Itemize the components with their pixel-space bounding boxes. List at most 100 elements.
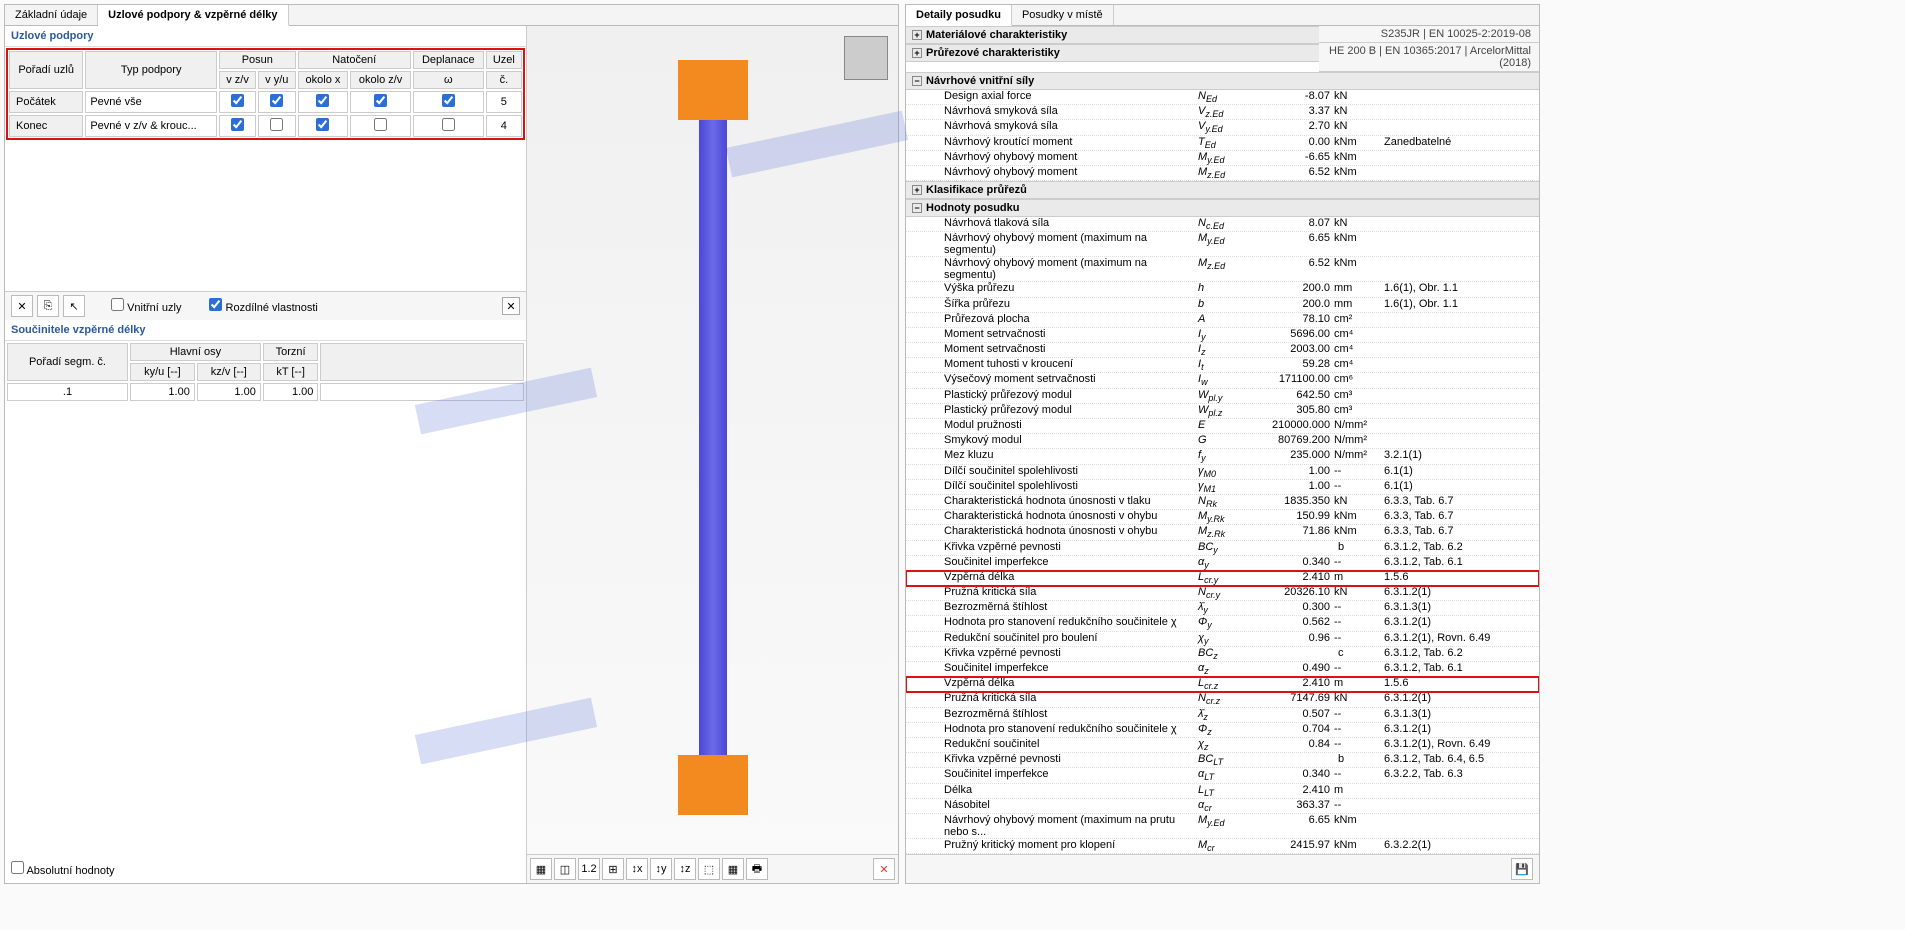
result-row: Návrhový ohybový moment My.Ed -6.65kNm	[906, 151, 1539, 166]
result-row: Modul pružnosti E 210000.000N/mm²	[906, 419, 1539, 434]
result-row: Hodnota pro stanovení redukčního součini…	[906, 723, 1539, 738]
btn-export[interactable]: 💾	[1511, 858, 1533, 880]
vt-print[interactable]: 🖶	[746, 858, 768, 880]
result-row: Návrhová smyková síla Vz.Ed 3.37kN	[906, 105, 1539, 120]
left-panel: Základní údaje Uzlové podpory & vzpěrné …	[4, 4, 899, 884]
col-deplanace: Deplanace	[413, 51, 484, 69]
vt-3[interactable]: 1.2	[578, 858, 600, 880]
result-row: Vzpěrná délka Lcr.z 2.410m 1.5.6	[906, 677, 1539, 692]
support-top	[678, 60, 748, 120]
left-tabs: Základní údaje Uzlové podpory & vzpěrné …	[5, 5, 898, 26]
vt-6[interactable]: ↕y	[650, 858, 672, 880]
result-row: Křivka vzpěrné pevnosti BCLT b 6.3.1.2, …	[906, 753, 1539, 768]
supports-toolbar: ✕ ⎘ ↖ Vnitřní uzly Rozdílné vlastnosti ✕	[5, 291, 526, 320]
support-row[interactable]: KonecPevné v z/v & krouc... 4	[9, 115, 522, 137]
col-order: Pořadí uzlů	[9, 51, 83, 89]
col-posun: Posun	[219, 51, 296, 69]
tab-details[interactable]: Detaily posudku	[906, 5, 1012, 26]
result-row: Návrhová tlaková síla Nc.Ed 8.07kN	[906, 217, 1539, 232]
chk-inner[interactable]: Vnitřní uzly	[111, 298, 181, 314]
vt-5[interactable]: ↕x	[626, 858, 648, 880]
result-row: Délka LLT 2.410m	[906, 784, 1539, 799]
result-row: Bezrozměrná štíhlost λ̄y 0.300-- 6.3.1.3…	[906, 601, 1539, 616]
result-row: Návrhový ohybový moment (maximum na prut…	[906, 814, 1539, 839]
result-row: Moment setrvačnosti Iz 2003.00cm⁴	[906, 343, 1539, 358]
right-panel: Detaily posudku Posudky v místě +Materiá…	[905, 4, 1540, 884]
tab-place[interactable]: Posudky v místě	[1012, 5, 1114, 25]
result-row: Návrhový ohybový moment (maximum na segm…	[906, 257, 1539, 282]
vt-2[interactable]: ◫	[554, 858, 576, 880]
nav-cube[interactable]	[844, 36, 888, 80]
result-row: Redukční součinitel χz 0.84-- 6.3.1.2(1)…	[906, 738, 1539, 753]
result-row: Moment tuhosti v kroucení It 59.28cm⁴	[906, 358, 1539, 373]
result-row: Charakteristická hodnota únosnosti v ohy…	[906, 510, 1539, 525]
tab-basic[interactable]: Základní údaje	[5, 5, 98, 25]
result-row: Výška průřezu h 200.0mm 1.6(1), Obr. 1.1	[906, 282, 1539, 297]
result-row: Návrhová smyková síla Vy.Ed 2.70kN	[906, 120, 1539, 135]
sec-class[interactable]: +Klasifikace průřezů	[906, 181, 1539, 199]
right-tabs: Detaily posudku Posudky v místě	[906, 5, 1539, 26]
factors-table: Pořadí segm. č. Hlavní osy Torzní ky/u […	[5, 341, 526, 403]
result-row: Dílčí součinitel spolehlivosti γM1 1.00-…	[906, 480, 1539, 495]
btn-copy[interactable]: ⎘	[37, 295, 59, 317]
result-row: Součinitel imperfekce αz 0.490-- 6.3.1.2…	[906, 662, 1539, 677]
result-row: Plastický průřezový modul Wpl.y 642.50cm…	[906, 389, 1539, 404]
result-row: Design axial force NEd -8.07kN	[906, 90, 1539, 105]
result-row: Charakteristická hodnota únosnosti v tla…	[906, 495, 1539, 510]
result-row: Šířka průřezu b 200.0mm 1.6(1), Obr. 1.1	[906, 298, 1539, 313]
result-row: Pružný kritický moment pro klopení Mcr 2…	[906, 839, 1539, 854]
result-row: Charakteristická hodnota únosnosti v ohy…	[906, 525, 1539, 540]
result-row: Bezrozměrná štíhlost λ̄z 0.507-- 6.3.1.3…	[906, 708, 1539, 723]
sec-material[interactable]: +Materiálové charakteristiky	[906, 26, 1319, 44]
result-row: Výsečový moment setrvačnosti Iw 171100.0…	[906, 373, 1539, 388]
vt-1[interactable]: ▦	[530, 858, 552, 880]
result-row: Průřezová plocha A 78.10cm²	[906, 313, 1539, 328]
results-tree[interactable]: +Materiálové charakteristiky +Průřezové …	[906, 26, 1539, 854]
sec-section[interactable]: +Průřezové charakteristiky	[906, 44, 1319, 62]
viewport-toolbar: ▦ ◫ 1.2 ⊞ ↕x ↕y ↕z ⬚ ▦ 🖶 ✕	[527, 854, 898, 883]
chk-abs[interactable]: Absolutní hodnoty	[11, 861, 115, 877]
result-row: Křivka vzpěrné pevnosti BCy b 6.3.1.2, T…	[906, 541, 1539, 556]
support-bottom	[678, 755, 748, 815]
supports-title: Uzlové podpory	[5, 26, 526, 47]
result-row: Součinitel imperfekce αy 0.340-- 6.3.1.2…	[906, 556, 1539, 571]
result-row: Hodnota pro stanovení redukčního součini…	[906, 616, 1539, 631]
tab-supports[interactable]: Uzlové podpory & vzpěrné délky	[98, 5, 288, 26]
col-natoceni: Natočení	[298, 51, 411, 69]
result-row: Součinitel imperfekce αLT 0.340-- 6.3.2.…	[906, 768, 1539, 783]
factors-title: Součinitele vzpěrné délky	[5, 320, 526, 341]
vt-9[interactable]: ▦	[722, 858, 744, 880]
close-icon[interactable]: ✕	[502, 297, 520, 315]
result-row: Násobitel αcr 363.37--	[906, 799, 1539, 814]
hdr-sec-right: HE 200 B | EN 10365:2017 | ArcelorMittal…	[1319, 43, 1539, 72]
result-row: Návrhový ohybový moment (maximum na segm…	[906, 232, 1539, 257]
result-row: Vzpěrná délka Lcr.y 2.410m 1.5.6	[906, 571, 1539, 586]
supports-table: Pořadí uzlů Typ podpory Posun Natočení D…	[7, 49, 524, 139]
result-row: Redukční součinitel pro boulení χy 0.96-…	[906, 632, 1539, 647]
vt-7[interactable]: ↕z	[674, 858, 696, 880]
vt-close[interactable]: ✕	[873, 858, 895, 880]
result-row: Plastický průřezový modul Wpl.z 305.80cm…	[906, 404, 1539, 419]
result-row: Návrhový ohybový moment Mz.Ed 6.52kNm	[906, 166, 1539, 181]
result-row: Smykový modul G 80769.200N/mm²	[906, 434, 1539, 449]
col-uzel: Uzel	[486, 51, 522, 69]
support-row[interactable]: PočátekPevné vše 5	[9, 91, 522, 113]
result-row: Pružná kritická síla Ncr.y 20326.10kN 6.…	[906, 586, 1539, 601]
hdr-mat-right: S235JR | EN 10025-2:2019-08	[1319, 26, 1539, 43]
beam	[699, 77, 727, 763]
viewport-3d[interactable]: X Y Z ▦ ◫ 1.2 ⊞ ↕x ↕y ↕z ⬚ ▦ 🖶 ✕	[527, 26, 898, 883]
col-type: Typ podpory	[85, 51, 217, 89]
result-row: Křivka vzpěrné pevnosti BCz c 6.3.1.2, T…	[906, 647, 1539, 662]
sec-values[interactable]: −Hodnoty posudku	[906, 199, 1539, 217]
result-row: Pružná kritická síla Ncr.z 7147.69kN 6.3…	[906, 692, 1539, 707]
vt-4[interactable]: ⊞	[602, 858, 624, 880]
vt-8[interactable]: ⬚	[698, 858, 720, 880]
btn-pick[interactable]: ↖	[63, 295, 85, 317]
result-row: Moment setrvačnosti Iy 5696.00cm⁴	[906, 328, 1539, 343]
chk-diff[interactable]: Rozdílné vlastnosti	[209, 298, 317, 314]
sec-forces[interactable]: −Návrhové vnitřní síly	[906, 72, 1539, 90]
btn-del[interactable]: ✕	[11, 295, 33, 317]
result-row: Návrhový kroutící moment TEd 0.00kNm Zan…	[906, 136, 1539, 151]
result-row: Dílčí součinitel spolehlivosti γM0 1.00-…	[906, 465, 1539, 480]
result-row: Mez kluzu fy 235.000N/mm² 3.2.1(1)	[906, 449, 1539, 464]
